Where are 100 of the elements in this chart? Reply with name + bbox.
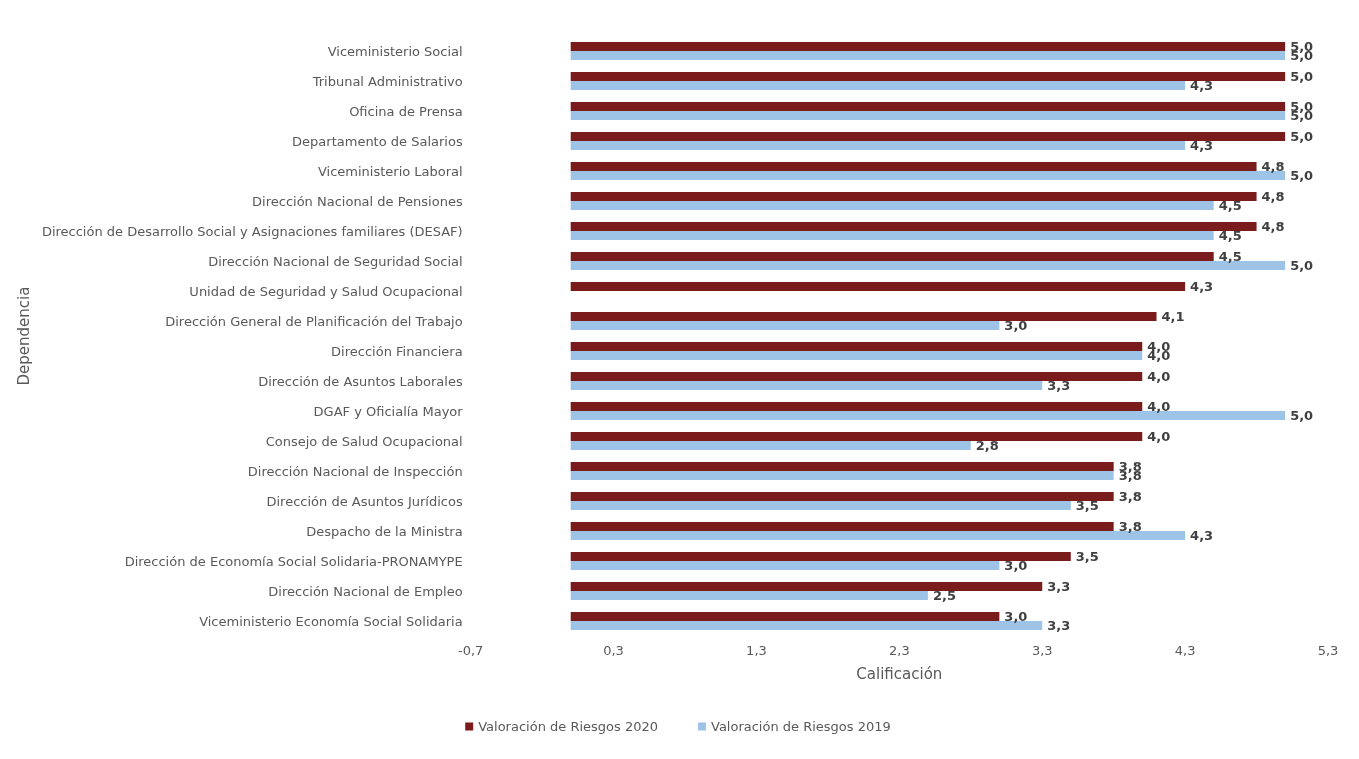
x-tick-label: 4,3 — [1174, 643, 1196, 658]
x-tick-label: 1,3 — [746, 643, 767, 658]
bar — [570, 231, 1214, 240]
y-tick-label: Dirección de Asuntos Jurídicos — [266, 493, 463, 509]
x-tick-label: 2,3 — [888, 643, 910, 658]
bar — [570, 501, 1071, 510]
data-label: 4,0 — [1147, 399, 1171, 414]
bar — [570, 561, 1000, 570]
data-label: 2,8 — [975, 438, 999, 453]
bar — [570, 522, 1114, 531]
x-tick-label: -0,7 — [457, 643, 484, 658]
data-label: 4,3 — [1190, 279, 1214, 294]
data-label: 5,0 — [1290, 129, 1314, 144]
bar — [570, 261, 1286, 270]
data-label: 5,0 — [1290, 408, 1314, 423]
y-tick-label: Dirección de Desarrollo Social y Asignaciones familiares (DESAF) — [41, 223, 463, 239]
data-label: 3,3 — [1047, 579, 1071, 594]
data-label: 3,3 — [1047, 378, 1071, 393]
y-tick-label: Dirección Nacional de Empleo — [268, 583, 463, 599]
bar — [570, 351, 1143, 360]
bar — [570, 201, 1214, 210]
bar — [570, 582, 1043, 591]
data-label: 5,0 — [1290, 168, 1314, 183]
x-tick-label: 5,3 — [1317, 643, 1339, 658]
x-tick-label: 0,3 — [603, 643, 624, 658]
data-label: 3,0 — [1004, 609, 1028, 624]
bar — [570, 471, 1114, 480]
y-tick-label: Dirección Financiera — [331, 343, 463, 359]
bar — [570, 591, 928, 600]
bar — [570, 252, 1214, 261]
bar — [570, 102, 1286, 111]
bar — [570, 51, 1286, 60]
bar — [570, 312, 1157, 321]
y-tick-label: Oficina de Prensa — [349, 103, 463, 119]
legend-label: Valoración de Riesgos 2019 — [711, 719, 891, 734]
data-label: 4,8 — [1261, 219, 1285, 234]
data-label: 4,3 — [1190, 78, 1214, 93]
data-label: 3,5 — [1075, 498, 1099, 513]
y-tick-label: Dirección Nacional de Seguridad Social — [208, 253, 463, 269]
y-tick-label: Departamento de Salarios — [292, 133, 463, 149]
data-label: 3,3 — [1047, 618, 1071, 633]
data-label: 5,0 — [1290, 69, 1314, 84]
y-tick-label: Unidad de Seguridad y Salud Ocupacional — [189, 283, 463, 299]
bar — [570, 282, 1186, 291]
data-label: 4,5 — [1218, 249, 1242, 264]
data-label: 4,5 — [1218, 198, 1242, 213]
bar — [570, 531, 1186, 540]
bar — [570, 81, 1186, 90]
bar — [570, 111, 1286, 120]
bar — [570, 162, 1257, 171]
y-tick-label: Dirección Nacional de Inspección — [247, 463, 463, 479]
bar — [570, 402, 1143, 411]
data-label: 4,3 — [1190, 528, 1214, 543]
y-axis-title: Dependencia — [14, 286, 33, 386]
y-tick-label: Despacho de la Ministra — [306, 523, 463, 539]
data-label: 4,0 — [1147, 369, 1171, 384]
y-tick-label: Dirección General de Planificación del Trabajo — [165, 313, 463, 329]
data-label: 3,8 — [1118, 519, 1142, 534]
y-tick-label: Dirección de Economía Social Solidaria-PRONAMYPE — [124, 553, 463, 569]
data-label: 4,3 — [1190, 138, 1214, 153]
data-label: 2,5 — [932, 588, 956, 603]
bar — [570, 621, 1043, 630]
bar — [570, 321, 1000, 330]
data-label: 4,8 — [1261, 159, 1285, 174]
data-label: 4,8 — [1261, 189, 1285, 204]
data-label: 4,0 — [1147, 429, 1171, 444]
bar — [570, 342, 1143, 351]
data-label: 5,0 — [1290, 258, 1314, 273]
bar — [570, 132, 1286, 141]
bar — [570, 42, 1286, 51]
x-tick-label: 3,3 — [1031, 643, 1053, 658]
y-tick-label: Viceministerio Laboral — [317, 163, 463, 179]
data-label: 3,0 — [1004, 558, 1028, 573]
bar — [570, 171, 1286, 180]
y-tick-label: DGAF y Oficialía Mayor — [313, 403, 464, 419]
bar — [570, 552, 1071, 561]
data-label: 4,1 — [1161, 309, 1185, 324]
y-tick-label: Viceministerio Economía Social Solidaria — [199, 613, 463, 629]
bar — [570, 432, 1143, 441]
bar — [570, 192, 1257, 201]
bar — [570, 222, 1257, 231]
y-tick-label: Dirección Nacional de Pensiones — [252, 193, 463, 209]
bar — [570, 612, 1000, 621]
bar — [570, 462, 1114, 471]
y-tick-label: Viceministerio Social — [327, 43, 463, 59]
bar — [570, 381, 1043, 390]
bar — [570, 411, 1286, 420]
y-tick-label: Dirección de Asuntos Laborales — [258, 373, 463, 389]
y-tick-label: Consejo de Salud Ocupacional — [265, 433, 463, 449]
data-label: 3,5 — [1075, 549, 1099, 564]
data-label: 3,0 — [1004, 318, 1028, 333]
bar — [570, 372, 1143, 381]
data-label: 4,5 — [1218, 228, 1242, 243]
bar — [570, 492, 1114, 501]
data-label: 3,8 — [1118, 489, 1142, 504]
bar — [570, 441, 971, 450]
x-axis-title: Calificación — [856, 664, 943, 683]
bar — [570, 72, 1286, 81]
legend-label: Valoración de Riesgos 2020 — [478, 719, 659, 734]
bar — [570, 141, 1186, 150]
